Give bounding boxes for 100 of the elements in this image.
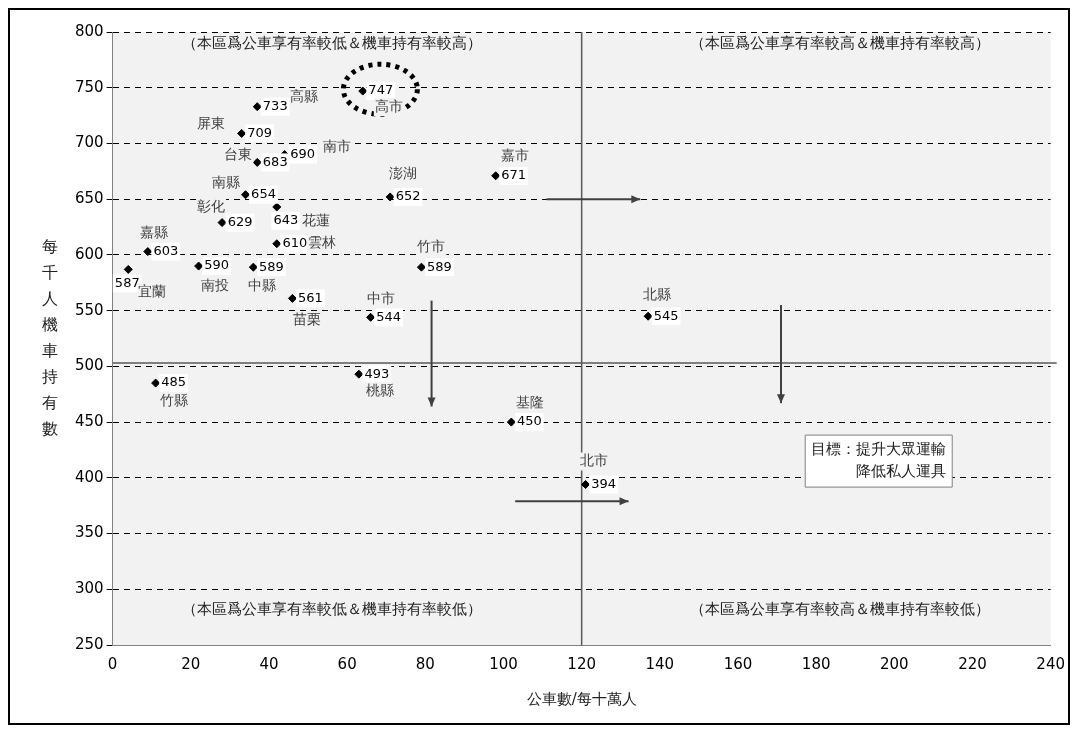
- y-tick-label: 450: [74, 411, 104, 430]
- series-label: 嘉縣: [139, 224, 168, 241]
- x-tick-label: 0: [107, 654, 118, 673]
- series-label: 中縣: [248, 276, 277, 293]
- data-label: 683: [262, 153, 288, 169]
- x-tick-label: 140: [645, 654, 675, 673]
- y-tick-label: 700: [74, 133, 104, 152]
- series-label: 苗栗: [293, 311, 322, 328]
- point: [491, 171, 501, 181]
- annotation: （本區爲公車享有率較低＆機車持有率較高）: [181, 34, 482, 53]
- x-tick-label: 200: [880, 654, 909, 673]
- x-tick-label: 160: [723, 654, 753, 673]
- text: 高縣: [290, 88, 319, 105]
- series-label: 竹縣: [159, 391, 188, 408]
- x-tick-label: 40: [259, 654, 279, 673]
- data-label: 733: [262, 98, 288, 114]
- point: [252, 157, 262, 167]
- y-tick-label: 800: [74, 21, 104, 40]
- data-label: 485: [161, 374, 187, 390]
- point: [217, 218, 227, 228]
- data-label: 394: [591, 475, 616, 491]
- point: [272, 239, 282, 249]
- text: 南市: [322, 138, 351, 155]
- data-label: 652: [395, 188, 421, 204]
- point: [354, 369, 364, 379]
- data-label: 545: [653, 307, 679, 323]
- y-tick-label: 550: [74, 300, 104, 319]
- x-tick-label: 60: [337, 654, 357, 673]
- data-label: 747: [368, 82, 394, 98]
- data-label: 589: [258, 258, 284, 274]
- x-tick-label: 180: [801, 654, 831, 673]
- x-tick-label: 220: [958, 654, 987, 673]
- x-tick-label: 20: [181, 654, 201, 673]
- y-tick-label: 250: [74, 634, 104, 653]
- annotation: 目標：提升大眾運輸降低私人運具: [811, 439, 947, 480]
- point: [287, 293, 297, 303]
- x-axis-title: 公車數/每十萬人: [526, 689, 637, 708]
- point: [272, 202, 282, 212]
- point: [358, 86, 368, 96]
- data-label: 590: [204, 257, 230, 273]
- annotation: （本區爲公車享有率較高＆機車持有率較低）: [689, 600, 990, 619]
- series-label: 高市: [374, 97, 403, 114]
- series-label: 澎湖: [389, 164, 418, 181]
- data-label: 629: [227, 213, 253, 229]
- point: [366, 312, 376, 322]
- point: [237, 128, 247, 138]
- y-tick-label: 650: [74, 189, 104, 208]
- series-label: 宜蘭: [138, 283, 167, 300]
- y-tick-label: 400: [74, 467, 104, 486]
- series-label: 北縣: [643, 285, 672, 302]
- x-tick-label: 100: [489, 654, 518, 673]
- data-label: 643: [273, 212, 299, 228]
- x-tick-label: 120: [567, 654, 596, 673]
- data-label: 450: [516, 413, 542, 429]
- data-label: 493: [364, 365, 390, 381]
- data-label: 603: [153, 242, 179, 258]
- data-label: 654: [251, 186, 276, 202]
- point: [248, 262, 258, 272]
- y-tick-label: 300: [74, 579, 104, 598]
- series-label: 竹市: [417, 237, 446, 254]
- series-label: 嘉市: [500, 147, 529, 164]
- point: [506, 417, 516, 427]
- series-label: 屏東: [196, 115, 225, 132]
- series-label: 南投: [200, 276, 229, 293]
- x-tick-label: 80: [415, 654, 435, 673]
- y-tick-label: 350: [74, 523, 104, 542]
- point: [241, 190, 251, 200]
- point: [143, 247, 153, 257]
- data-label: 709: [247, 124, 273, 140]
- point: [416, 262, 426, 272]
- data-label: 587: [114, 274, 140, 290]
- series-label: 基隆: [516, 393, 545, 410]
- series-label: 桃縣: [365, 381, 394, 398]
- annotation: （本區爲公車享有率較高＆機車持有率較高）: [689, 34, 990, 53]
- series-label: 花蓮: [301, 211, 330, 228]
- point: [385, 192, 395, 202]
- y-tick-label: 500: [74, 356, 104, 375]
- y-tick-label: 750: [74, 77, 104, 96]
- data-label: 589: [426, 258, 452, 274]
- series-label: 雲林: [307, 234, 336, 251]
- point: [643, 311, 653, 321]
- data-label: 671: [501, 167, 527, 183]
- point: [581, 480, 591, 490]
- series-label: 北市: [579, 452, 608, 469]
- data-label: 610: [282, 235, 308, 251]
- annotation: （本區爲公車享有率較低＆機車持有率較低）: [181, 600, 482, 619]
- series-label: 台東: [224, 146, 253, 163]
- point: [123, 264, 133, 274]
- point: [194, 261, 204, 271]
- x-tick-label: 240: [1036, 654, 1066, 673]
- y-axis-title: 每千人機車持有數: [42, 236, 58, 438]
- data-label: 690: [290, 145, 316, 161]
- point: [252, 102, 262, 112]
- series-label: 中市: [366, 289, 395, 306]
- point: [151, 378, 161, 388]
- series-label: 南縣: [211, 174, 240, 191]
- y-tick-label: 600: [74, 244, 104, 263]
- series-label: 彰化: [197, 198, 226, 215]
- data-label: 544: [376, 308, 402, 324]
- data-label: 561: [298, 289, 323, 305]
